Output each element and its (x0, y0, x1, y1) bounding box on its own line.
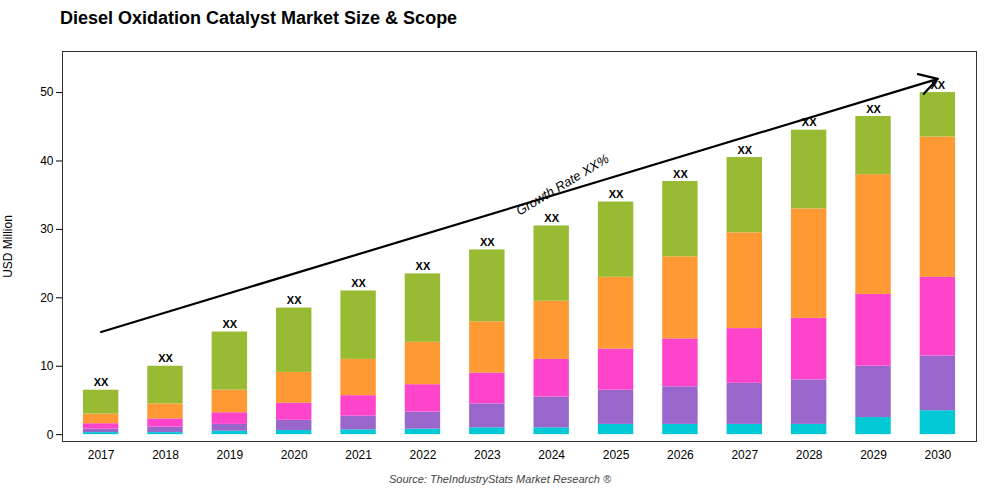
svg-text:10: 10 (40, 359, 54, 373)
svg-text:2019: 2019 (217, 448, 244, 462)
svg-text:XX: XX (673, 168, 688, 180)
svg-text:XX: XX (866, 103, 881, 115)
svg-text:2025: 2025 (603, 448, 630, 462)
svg-text:XX: XX (930, 78, 946, 91)
svg-text:2026: 2026 (667, 448, 694, 462)
svg-text:2022: 2022 (410, 448, 437, 462)
svg-text:40: 40 (40, 154, 54, 168)
html-text:Diesel Oxidation Catalyst Mark: Diesel Oxidation Catalyst Market Size & … (60, 8, 458, 28)
svg-text:2030: 2030 (925, 448, 952, 462)
svg-text:XX: XX (480, 236, 495, 248)
svg-text:2018: 2018 (152, 448, 179, 462)
svg-text:2024: 2024 (538, 448, 565, 462)
html-text:Source: TheIndustryStats Marke: Source: TheIndustryStats Market Research… (389, 473, 611, 485)
svg-text:30: 30 (40, 222, 54, 236)
svg-text:XX: XX (609, 188, 624, 200)
svg-text:XX: XX (158, 352, 173, 364)
svg-text:20: 20 (40, 291, 54, 305)
svg-text:2029: 2029 (860, 448, 887, 462)
svg-text:50: 50 (40, 85, 54, 99)
svg-text:Growth Rate XX%: Growth Rate XX% (513, 151, 611, 218)
svg-text:0: 0 (47, 427, 54, 441)
svg-text:XX: XX (223, 318, 238, 330)
svg-text:XX: XX (737, 144, 752, 156)
svg-text:XX: XX (544, 212, 559, 224)
svg-text:XX: XX (94, 376, 109, 388)
svg-text:2017: 2017 (88, 448, 115, 462)
svg-text:XX: XX (416, 260, 431, 272)
svg-text:XX: XX (801, 116, 817, 129)
svg-text:2020: 2020 (281, 448, 308, 462)
svg-text:XX: XX (287, 294, 302, 306)
svg-text:2028: 2028 (796, 448, 823, 462)
svg-text:2023: 2023 (474, 448, 501, 462)
svg-text:2021: 2021 (345, 448, 372, 462)
svg-text:XX: XX (351, 277, 366, 289)
svg-text:2027: 2027 (731, 448, 758, 462)
svg-text:USD Million: USD Million (1, 215, 15, 278)
